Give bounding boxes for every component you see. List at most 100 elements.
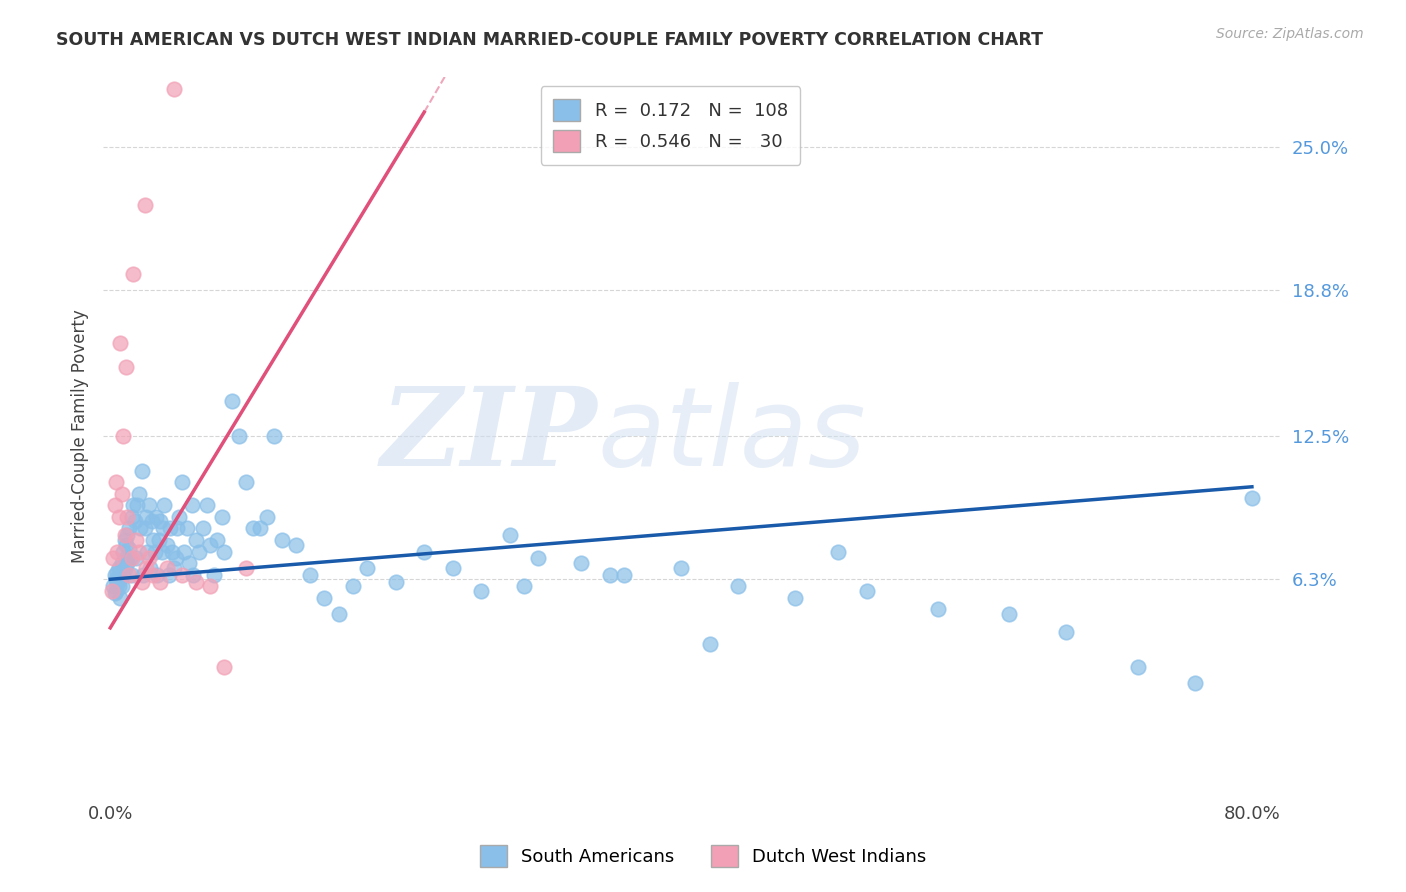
- Point: [125, 551, 148, 566]
- Point: [163, 560, 186, 574]
- Point: [166, 521, 188, 535]
- Point: [384, 574, 406, 589]
- Point: [927, 602, 949, 616]
- Point: [235, 475, 257, 490]
- Point: [143, 544, 166, 558]
- Point: [134, 197, 156, 211]
- Point: [112, 429, 135, 443]
- Point: [110, 591, 132, 605]
- Point: [103, 498, 125, 512]
- Point: [108, 579, 131, 593]
- Point: [284, 538, 307, 552]
- Point: [128, 486, 150, 500]
- Point: [156, 538, 179, 552]
- Point: [242, 521, 264, 535]
- Point: [1240, 491, 1263, 506]
- Point: [214, 660, 236, 674]
- Point: [105, 577, 128, 591]
- Point: [228, 429, 250, 443]
- Point: [111, 579, 134, 593]
- Point: [1184, 676, 1206, 690]
- Point: [114, 533, 136, 547]
- Point: [112, 567, 135, 582]
- Point: [170, 567, 193, 582]
- Point: [105, 566, 128, 580]
- Point: [104, 572, 127, 586]
- Point: [104, 583, 127, 598]
- Point: [114, 560, 136, 574]
- Point: [111, 556, 134, 570]
- Point: [328, 607, 350, 621]
- Point: [513, 579, 536, 593]
- Point: [413, 544, 436, 558]
- Point: [211, 509, 233, 524]
- Point: [114, 528, 136, 542]
- Point: [148, 533, 170, 547]
- Point: [121, 509, 143, 524]
- Legend: R =  0.172   N =  108, R =  0.546   N =   30: R = 0.172 N = 108, R = 0.546 N = 30: [540, 87, 800, 165]
- Point: [249, 521, 271, 535]
- Point: [138, 551, 160, 566]
- Point: [150, 544, 173, 558]
- Point: [299, 567, 322, 582]
- Point: [136, 544, 159, 558]
- Point: [118, 542, 141, 557]
- Point: [122, 498, 145, 512]
- Point: [214, 544, 236, 558]
- Point: [112, 544, 135, 558]
- Point: [527, 551, 550, 566]
- Point: [121, 567, 143, 582]
- Point: [342, 579, 364, 593]
- Text: ZIP: ZIP: [381, 382, 598, 490]
- Point: [613, 567, 636, 582]
- Point: [235, 560, 257, 574]
- Point: [191, 521, 214, 535]
- Point: [1054, 625, 1077, 640]
- Point: [263, 429, 285, 443]
- Point: [142, 533, 165, 547]
- Point: [103, 586, 125, 600]
- Point: [124, 515, 146, 529]
- Point: [101, 551, 124, 566]
- Point: [117, 509, 139, 524]
- Point: [153, 498, 176, 512]
- Text: SOUTH AMERICAN VS DUTCH WEST INDIAN MARRIED-COUPLE FAMILY POVERTY CORRELATION CH: SOUTH AMERICAN VS DUTCH WEST INDIAN MARR…: [56, 31, 1043, 49]
- Point: [110, 336, 132, 351]
- Point: [470, 583, 492, 598]
- Point: [132, 567, 155, 582]
- Point: [198, 579, 221, 593]
- Text: atlas: atlas: [598, 383, 866, 490]
- Point: [127, 498, 149, 512]
- Point: [187, 544, 209, 558]
- Point: [157, 567, 180, 582]
- Point: [134, 521, 156, 535]
- Point: [170, 475, 193, 490]
- Point: [135, 560, 157, 574]
- Point: [128, 544, 150, 558]
- Point: [110, 572, 132, 586]
- Point: [108, 509, 131, 524]
- Point: [314, 591, 336, 605]
- Point: [111, 486, 134, 500]
- Point: [138, 498, 160, 512]
- Point: [118, 521, 141, 535]
- Point: [184, 574, 207, 589]
- Point: [569, 556, 592, 570]
- Point: [441, 560, 464, 574]
- Point: [221, 394, 243, 409]
- Point: [159, 521, 181, 535]
- Point: [256, 509, 278, 524]
- Point: [167, 509, 190, 524]
- Point: [118, 567, 141, 582]
- Point: [181, 567, 204, 582]
- Point: [105, 544, 128, 558]
- Point: [108, 560, 131, 574]
- Point: [160, 544, 183, 558]
- Point: [122, 267, 145, 281]
- Point: [146, 567, 169, 582]
- Point: [142, 567, 165, 582]
- Point: [125, 533, 148, 547]
- Point: [855, 583, 877, 598]
- Point: [139, 560, 162, 574]
- Point: [149, 515, 172, 529]
